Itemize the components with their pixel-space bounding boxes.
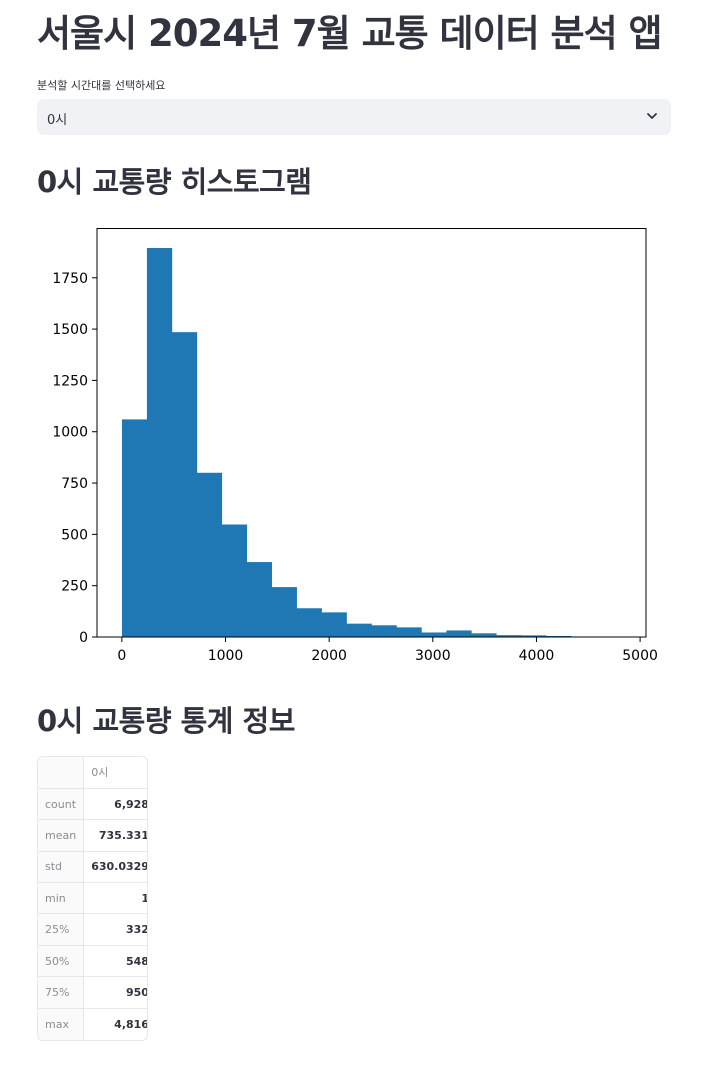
histogram-bar [321,612,347,637]
histogram-bar [496,635,522,637]
x-tick-label: 3000 [415,648,451,664]
app-title: 서울시 2024년 7월 교통 데이터 분석 앱 [37,12,663,55]
histogram-bar [121,419,148,637]
hour-select-value: 0시 [47,113,68,128]
table-row: 50% 548 [38,944,147,977]
row-label: count [38,787,85,820]
histogram-bar [396,627,422,637]
table-row: mean 735.331 [38,819,147,852]
x-tick-label: 0 [117,648,126,664]
row-label: max [38,1007,85,1040]
histogram-bar [271,587,297,637]
row-value: 1 [83,882,147,914]
row-value: 4,816 [83,1007,147,1040]
row-value: 6,928 [83,787,147,820]
y-axis: 0 250 500 750 1000 1250 1500 1750 [52,271,97,646]
table-row: 25% 332 [38,913,147,946]
table-row: 75% 950 [38,976,147,1009]
row-label: 25% [38,913,85,946]
hour-select-label: 분석할 시간대를 선택하세요 [37,79,166,92]
row-value: 548 [83,944,147,977]
row-value: 332 [83,913,147,946]
histogram-bar [171,332,198,637]
histogram-bar [421,632,447,637]
histogram-bar [146,248,173,637]
x-axis: 0 1000 2000 3000 4000 5000 [117,637,658,664]
row-label: 75% [38,976,85,1009]
y-tick-label: 0 [79,630,88,646]
table-row: std 630.0329 [38,850,147,883]
row-label: 50% [38,944,85,977]
x-tick-label: 5000 [622,648,658,664]
chevron-down-icon [647,113,657,119]
row-value: 950 [83,976,147,1009]
histogram-bar [546,635,572,637]
table-row: min1 [38,882,147,914]
histogram-bar [371,625,397,637]
column-header: 0시 [91,766,109,780]
row-value: 630.0329 [83,850,147,883]
x-tick-label: 1000 [208,648,244,664]
y-tick-label: 250 [61,579,88,595]
histogram-bar [346,623,372,637]
hour-select[interactable]: 0시 [37,99,671,135]
x-tick-label: 4000 [519,648,555,664]
histogram-bar [221,524,248,637]
table-row: max 4,816 [38,1007,147,1040]
histogram-heading: 0시 교통량 히스토그램 [37,165,312,199]
table-row: count 6,928 [38,787,147,820]
row-label: mean [38,819,85,852]
histogram-bar [296,608,322,637]
y-tick-label: 1250 [52,373,88,389]
histogram-bar [471,633,497,637]
y-tick-label: 750 [61,476,88,492]
row-label: min [38,882,85,914]
x-tick-label: 2000 [311,648,347,664]
y-tick-label: 1750 [52,271,88,287]
y-tick-label: 1000 [52,425,88,441]
histogram-chart: 0 1000 2000 3000 4000 5000 0 250 500 750 1000 1250… [52,228,658,664]
stats-header-row: 0시 [38,757,147,789]
histogram-bar [246,562,272,637]
y-tick-label: 1500 [52,322,88,338]
row-label: std [38,850,85,883]
stats-heading: 0시 교통량 통계 정보 [37,704,295,738]
histogram-bar [446,630,472,637]
histogram-bar [196,472,223,637]
row-value: 735.331 [83,819,147,852]
stats-table[interactable]: 0시 count6,928mean735.331std630.0329min12… [37,756,148,1041]
histogram-bars [121,248,622,637]
y-tick-label: 500 [61,527,88,543]
plot-frame [96,228,647,638]
index-header [38,757,85,789]
histogram-bar [521,635,547,637]
